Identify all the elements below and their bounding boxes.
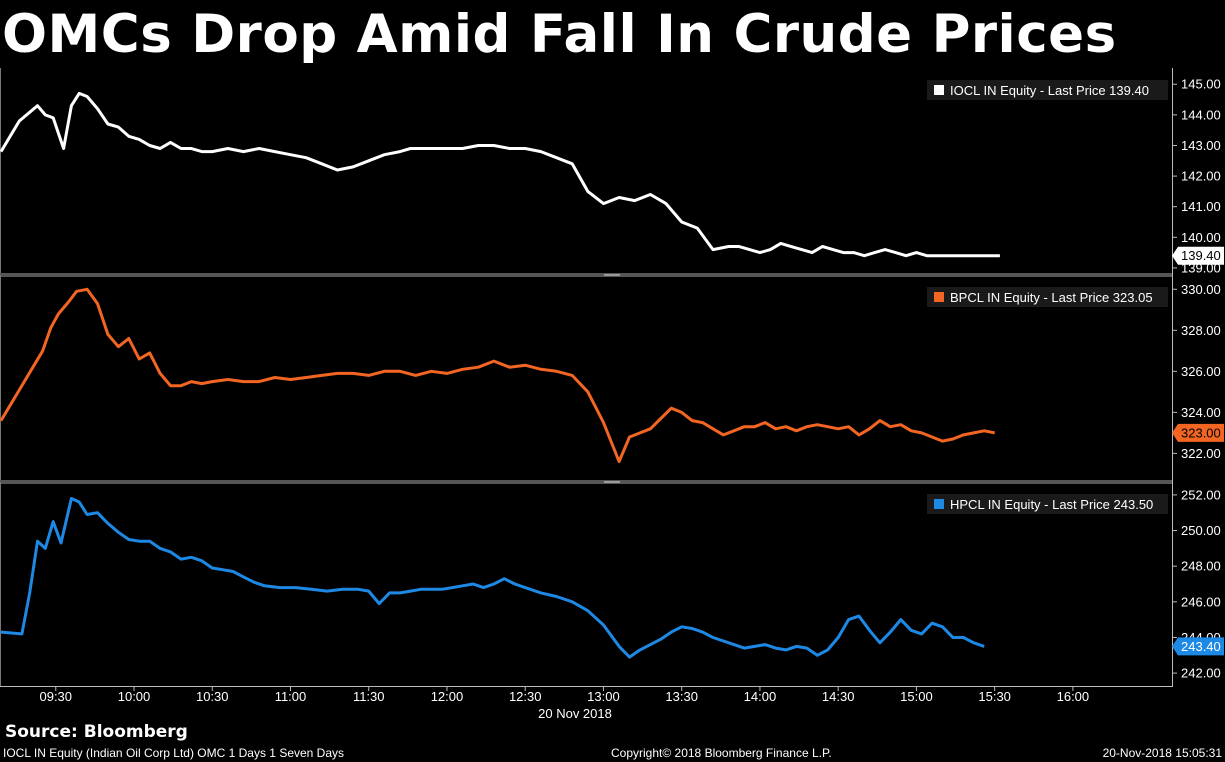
x-tick-label: 13:00 <box>587 689 620 704</box>
y-tick-label: 140.00 <box>1181 230 1221 245</box>
panel-divider-handle[interactable] <box>604 481 620 483</box>
x-tick-label: 15:00 <box>900 689 933 704</box>
series-line-hpcl <box>0 497 985 659</box>
x-tick-label: 15:30 <box>978 689 1011 704</box>
x-tick-label: 12:30 <box>509 689 542 704</box>
last-price-value: 323.00 <box>1181 425 1221 440</box>
last-price-label: 139.40 <box>1172 246 1224 265</box>
x-tick-label: 12:00 <box>431 689 464 704</box>
footer-timestamp: 20-Nov-2018 15:05:31 <box>1102 746 1222 760</box>
panel-hpcl: 252.00250.00248.00246.00244.00242.00HPCL… <box>0 480 1224 686</box>
y-tick-label: 326.00 <box>1181 364 1221 379</box>
source-label: Source: Bloomberg <box>5 722 188 742</box>
x-tick-label: 14:30 <box>822 689 855 704</box>
y-tick-label: 248.00 <box>1181 559 1221 574</box>
last-price-label: 243.40 <box>1172 637 1224 656</box>
x-tick-label: 10:00 <box>118 689 151 704</box>
y-tick-label: 143.00 <box>1181 138 1221 153</box>
legend-text: HPCL IN Equity - Last Price 243.50 <box>950 497 1153 512</box>
x-tick-label: 16:00 <box>1057 689 1090 704</box>
legend: IOCL IN Equity - Last Price 139.40 <box>927 80 1168 100</box>
y-tick-label: 142.00 <box>1181 169 1221 184</box>
x-tick-label: 09:30 <box>39 689 72 704</box>
x-tick-label: 13:30 <box>665 689 698 704</box>
footer-copyright: Copyright© 2018 Bloomberg Finance L.P. <box>611 746 832 760</box>
panel-divider[interactable] <box>0 480 1172 484</box>
x-tick-label: 10:30 <box>196 689 229 704</box>
legend: BPCL IN Equity - Last Price 323.05 <box>927 287 1168 307</box>
y-tick-label: 145.00 <box>1181 77 1221 92</box>
x-tick-label: 11:00 <box>275 689 307 704</box>
x-tick-label: 11:30 <box>353 689 385 704</box>
chart: 145.00 144.00 143.00 142.00 141.00 140.00 139.… <box>0 68 1224 720</box>
legend-swatch <box>934 85 944 95</box>
panel-bpcl: 330.00 328.00 326.00 324.00 322.00 BPCL IN Eq… <box>0 273 1224 482</box>
last-price-marker <box>1172 423 1224 442</box>
y-tick-label: 252.00 <box>1181 487 1221 502</box>
series-line-iocl <box>0 91 1000 258</box>
y-tick-label: 144.00 <box>1181 107 1221 122</box>
legend-background <box>927 287 1168 307</box>
page-title: OMCs Drop Amid Fall In Crude Prices <box>2 4 1117 65</box>
y-tick-label: 328.00 <box>1181 323 1221 338</box>
legend-text: BPCL IN Equity - Last Price 323.05 <box>950 290 1153 305</box>
panel-divider-handle[interactable] <box>604 274 620 276</box>
footer-security-info: IOCL IN Equity (Indian Oil Corp Ltd) OMC… <box>3 746 345 760</box>
legend-background <box>927 494 1168 514</box>
last-price-value: 139.40 <box>1181 248 1221 263</box>
legend: HPCL IN Equity - Last Price 243.50 <box>927 494 1168 514</box>
last-price-marker <box>1172 246 1224 265</box>
last-price-marker <box>1172 637 1224 656</box>
last-price-label: 323.00 <box>1172 423 1224 442</box>
y-tick-label: 324.00 <box>1181 405 1221 420</box>
panel-iocl: 145.00 144.00 143.00 142.00 141.00 140.00 139.… <box>0 68 1224 275</box>
y-tick-label: 141.00 <box>1181 199 1221 214</box>
legend-swatch <box>934 499 944 509</box>
legend-text: IOCL IN Equity - Last Price 139.40 <box>950 83 1149 98</box>
x-tick-label: 14:00 <box>744 689 777 704</box>
y-tick-label: 246.00 <box>1181 594 1221 609</box>
last-price-value: 243.40 <box>1181 639 1221 654</box>
y-tick-label: 322.00 <box>1181 446 1221 461</box>
panel-divider[interactable] <box>0 273 1172 277</box>
y-tick-label: 242.00 <box>1181 666 1221 681</box>
legend-swatch <box>934 292 944 302</box>
y-tick-label: 330.00 <box>1181 282 1221 297</box>
y-tick-label: 250.00 <box>1181 523 1221 538</box>
series-line-bpcl <box>0 287 995 464</box>
x-date-label: 20 Nov 2018 <box>538 706 612 720</box>
legend-background <box>927 80 1168 100</box>
